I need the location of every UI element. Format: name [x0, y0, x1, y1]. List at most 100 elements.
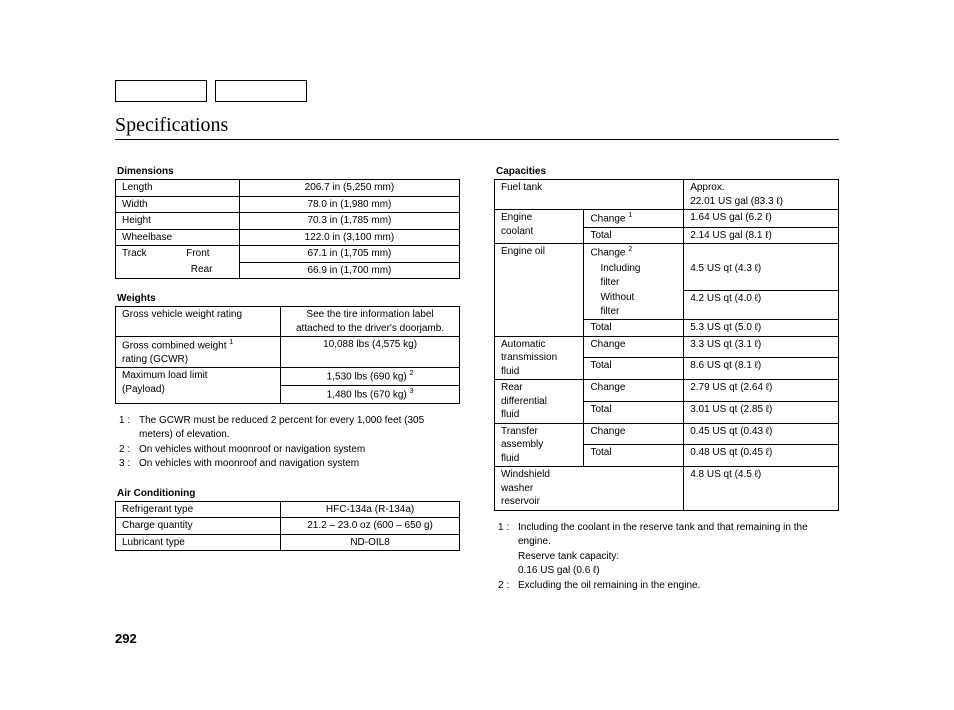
- cap-label: Enginecoolant: [495, 210, 584, 244]
- capacities-table: Fuel tank Approx.22.01 US gal (83.3 ℓ) E…: [494, 179, 839, 511]
- w-value: See the tire information label attached …: [281, 307, 460, 337]
- cap-sup: 1: [628, 212, 632, 219]
- cap-value: 4.5 US qt (4.3 ℓ): [684, 261, 839, 290]
- page-title: Specifications: [115, 114, 839, 137]
- w-sup: 1: [229, 339, 233, 346]
- dim-value: 122.0 in (3,100 mm): [239, 229, 459, 246]
- cap-label: Automatictransmissionfluid: [495, 336, 584, 380]
- header-tab-2: [215, 80, 307, 102]
- fn-text: Including the coolant in the reserve tan…: [518, 521, 839, 579]
- cap-label: Windshieldwasherreservoir: [495, 467, 684, 511]
- dim-value: 67.1 in (1,705 mm): [239, 246, 459, 263]
- w-sup: 3: [410, 388, 414, 395]
- w-value: 1,530 lbs (690 kg) 2: [281, 368, 460, 386]
- cap-value: 2.79 US qt (2.64 ℓ): [684, 380, 839, 402]
- cap-sub: Change 2: [584, 244, 684, 261]
- cap-label: Reardifferentialfluid: [495, 380, 584, 424]
- page-number: 292: [115, 631, 839, 646]
- cap-value: [684, 244, 839, 261]
- dim-sub: Front: [186, 248, 209, 259]
- fn-line: Including the coolant in the reserve tan…: [518, 522, 808, 548]
- fn-text: The GCWR must be reduced 2 percent for e…: [139, 414, 460, 443]
- fn-text: On vehicles without moonroof or navigati…: [139, 443, 365, 458]
- dimensions-heading: Dimensions: [117, 166, 460, 177]
- air-label: Charge quantity: [116, 518, 281, 535]
- weights-footnotes: 1 :The GCWR must be reduced 2 percent fo…: [119, 414, 460, 472]
- cap-label: Engine oil: [495, 244, 584, 336]
- dim-label: Wheelbase: [116, 229, 240, 246]
- fn-text: Excluding the oil remaining in the engin…: [518, 579, 700, 594]
- fn-num: 1 :: [498, 521, 518, 579]
- cap-value: 4.8 US qt (4.5 ℓ): [684, 467, 839, 511]
- cap-value: 0.45 US qt (0.43 ℓ): [684, 423, 839, 445]
- dim-label: Track Front: [116, 246, 240, 263]
- cap-sub: Total: [584, 358, 684, 380]
- capacities-footnotes: 1 : Including the coolant in the reserve…: [498, 521, 839, 594]
- cap-sub-text: Change: [590, 248, 625, 259]
- dim-value: 78.0 in (1,980 mm): [239, 196, 459, 213]
- dim-label: Height: [116, 213, 240, 230]
- dim-sub: Rear: [191, 264, 213, 275]
- cap-sub: Change: [584, 336, 684, 358]
- fn-text: On vehicles with moonroof and navigation…: [139, 457, 359, 472]
- dim-label: Length: [116, 180, 240, 197]
- cap-label: Transferassemblyfluid: [495, 423, 584, 467]
- air-table: Refrigerant type HFC-134a (R-134a) Charg…: [115, 501, 460, 552]
- w-label: Gross combined weight 1rating (GCWR): [116, 337, 281, 368]
- dim-label-text: Track: [122, 248, 147, 259]
- dim-label: Rear: [116, 262, 240, 279]
- w-val-text: 1,530 lbs (690 kg): [327, 372, 407, 383]
- cap-sub: Total: [584, 320, 684, 337]
- w-val-text: 1,480 lbs (670 kg): [327, 389, 407, 400]
- dim-value: 206.7 in (5,250 mm): [239, 180, 459, 197]
- w-value: 1,480 lbs (670 kg) 3: [281, 386, 460, 404]
- capacities-heading: Capacities: [496, 166, 839, 177]
- fn-num: 3 :: [119, 457, 139, 472]
- right-column: Capacities Fuel tank Approx.22.01 US gal…: [494, 166, 839, 609]
- fn-line: Reserve tank capacity:: [518, 551, 619, 562]
- w-label: Gross vehicle weight rating: [116, 307, 281, 337]
- header-tabs: [115, 80, 839, 102]
- cap-value: 8.6 US qt (8.1 ℓ): [684, 358, 839, 380]
- cap-sub: Change: [584, 380, 684, 402]
- fn-num: 2 :: [119, 443, 139, 458]
- air-value: HFC-134a (R-134a): [281, 501, 460, 518]
- cap-value: 3.01 US qt (2.85 ℓ): [684, 401, 839, 423]
- fn-num: 2 :: [498, 579, 518, 594]
- cap-value: 5.3 US qt (5.0 ℓ): [684, 320, 839, 337]
- header-tab-1: [115, 80, 207, 102]
- cap-value: Approx.22.01 US gal (83.3 ℓ): [684, 180, 839, 210]
- cap-value: 0.48 US qt (0.45 ℓ): [684, 445, 839, 467]
- cap-sub: Includingfilter: [584, 261, 684, 290]
- cap-label: Fuel tank: [495, 180, 684, 210]
- cap-sub: Total: [584, 401, 684, 423]
- cap-value: 4.2 US qt (4.0 ℓ): [684, 290, 839, 320]
- cap-sub: Change 1: [584, 210, 684, 228]
- air-value: ND-OIL8: [281, 534, 460, 551]
- cap-sub: Total: [584, 445, 684, 467]
- w-value: 10,088 lbs (4,575 kg): [281, 337, 460, 368]
- fn-num: 1 :: [119, 414, 139, 443]
- cap-value: 2.14 US gal (8.1 ℓ): [684, 227, 839, 244]
- weights-heading: Weights: [117, 293, 460, 304]
- cap-sub: Change: [584, 423, 684, 445]
- cap-sub: Total: [584, 227, 684, 244]
- cap-sup: 2: [628, 246, 632, 253]
- dim-label: Width: [116, 196, 240, 213]
- air-label: Refrigerant type: [116, 501, 281, 518]
- air-label: Lubricant type: [116, 534, 281, 551]
- cap-sub: Withoutfilter: [584, 290, 684, 320]
- weights-table: Gross vehicle weight rating See the tire…: [115, 306, 460, 404]
- cap-value: 3.3 US qt (3.1 ℓ): [684, 336, 839, 358]
- title-rule: [115, 139, 839, 140]
- dim-value: 66.9 in (1,700 mm): [239, 262, 459, 279]
- cap-value: 1.64 US gal (6.2 ℓ): [684, 210, 839, 228]
- dim-value: 70.3 in (1,785 mm): [239, 213, 459, 230]
- air-value: 21.2 – 23.0 oz (600 – 650 g): [281, 518, 460, 535]
- cap-sub-text: Change: [590, 213, 625, 224]
- fn-line: 0.16 US gal (0.6 ℓ): [518, 565, 600, 576]
- dimensions-table: Length 206.7 in (5,250 mm) Width 78.0 in…: [115, 179, 460, 279]
- w-label: Maximum load limit(Payload): [116, 368, 281, 404]
- w-sup: 2: [410, 370, 414, 377]
- left-column: Dimensions Length 206.7 in (5,250 mm) Wi…: [115, 166, 460, 609]
